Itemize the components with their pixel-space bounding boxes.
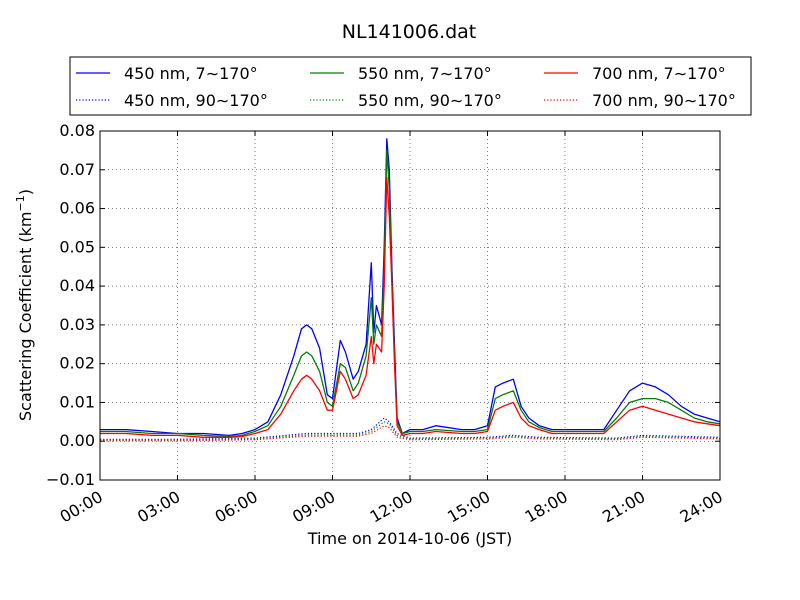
x-tick-label: 21:00: [599, 487, 648, 527]
series-lines: [100, 138, 721, 442]
x-tick-label: 03:00: [134, 487, 183, 527]
legend: 450 nm, 7∼170° 550 nm, 7∼170° 700 nm, 7∼17…: [69, 56, 752, 116]
legend-entry-label: 700 nm, 7∼170°: [592, 64, 726, 83]
y-tick-label: 0.06: [59, 199, 95, 218]
x-tick-label: 06:00: [212, 487, 261, 527]
y-axis-ticks: −0.01 0.00 0.01 0.02 0.03 0.04 0.05 0.06 0.07 0.0…: [46, 121, 720, 489]
y-axis-label-close: ): [16, 189, 35, 195]
x-tick-label: 09:00: [289, 487, 338, 527]
y-tick-label: 0.02: [59, 354, 95, 373]
x-tick-label: 00:00: [57, 487, 106, 527]
legend-box: [69, 56, 752, 116]
legend-entry-label: 550 nm, 7∼170°: [358, 64, 492, 83]
y-tick-label: 0.07: [59, 160, 95, 179]
legend-entry-label: 550 nm, 90∼170°: [358, 91, 502, 110]
y-tick-label: 0.01: [59, 392, 95, 411]
x-tick-label: 15:00: [444, 487, 493, 527]
y-axis-label: Scattering Coefficient (km−1): [14, 189, 35, 421]
y-tick-label: 0.08: [59, 121, 95, 140]
y-tick-label: 0.04: [59, 276, 95, 295]
y-axis-label-text: Scattering Coefficient (km: [16, 211, 35, 421]
y-axis-label-unit-exponent: −1: [14, 195, 27, 211]
y-tick-label: −0.01: [46, 470, 95, 489]
legend-entry-label: 700 nm, 90∼170°: [592, 91, 736, 110]
legend-entry-label: 450 nm, 7∼170°: [124, 64, 258, 83]
chart-title: NL141006.dat: [342, 21, 477, 43]
x-axis-label: Time on 2014-10-06 (JST): [307, 529, 512, 548]
y-tick-label: 0.05: [59, 237, 95, 256]
legend-entry-label: 450 nm, 90∼170°: [124, 91, 268, 110]
series-line: [100, 425, 721, 442]
series-line: [100, 421, 721, 441]
y-tick-label: 0.00: [59, 431, 95, 450]
x-tick-label: 18:00: [522, 487, 571, 527]
y-tick-label: 0.03: [59, 315, 95, 334]
x-tick-label: 24:00: [677, 487, 726, 527]
series-line: [100, 176, 721, 438]
x-tick-label: 12:00: [367, 487, 416, 527]
series-line: [100, 417, 721, 440]
plot-area: 00:00 03:00 06:00 09:00 12:00 15:00 18:00 21:00…: [46, 121, 726, 527]
